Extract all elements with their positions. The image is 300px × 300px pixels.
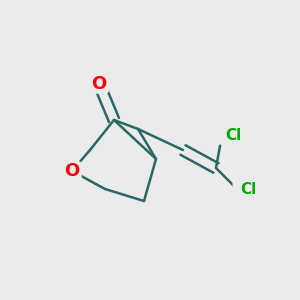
- Text: O: O: [64, 162, 80, 180]
- FancyBboxPatch shape: [218, 125, 244, 145]
- Text: O: O: [92, 75, 106, 93]
- Text: Cl: Cl: [225, 128, 241, 142]
- FancyBboxPatch shape: [232, 179, 260, 199]
- FancyBboxPatch shape: [89, 74, 109, 94]
- FancyBboxPatch shape: [62, 161, 82, 181]
- Text: Cl: Cl: [240, 182, 256, 196]
